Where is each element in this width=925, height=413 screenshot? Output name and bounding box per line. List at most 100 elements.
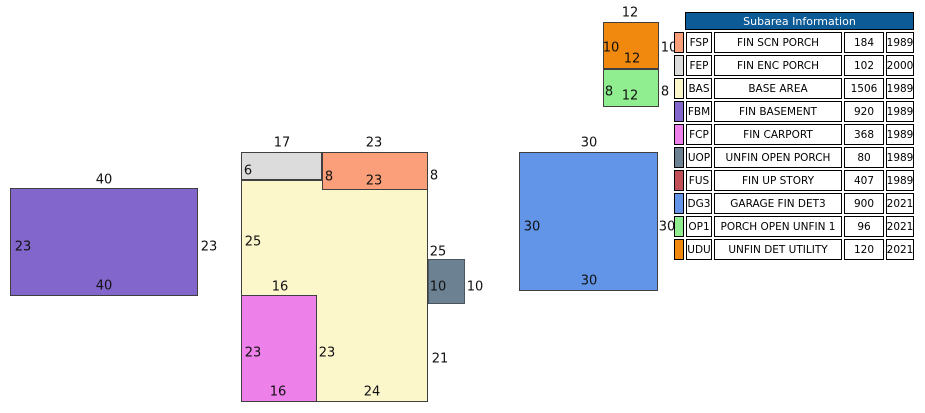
dim-label-udu-inside: 12: [623, 51, 641, 67]
sketch-area-fep[interactable]: [241, 152, 322, 180]
dim-label-fsp-left: 8: [324, 169, 334, 185]
dim-label-dg3-bottom: 30: [580, 273, 598, 289]
subarea-color-swatch: [674, 193, 684, 214]
subarea-description: GARAGE FIN DET3: [714, 193, 842, 214]
subarea-color-swatch: [674, 170, 684, 191]
dim-label-fcp-left: 23: [244, 345, 262, 361]
subarea-year-value: 2021: [886, 193, 914, 214]
sketch-area-op1[interactable]: [603, 69, 659, 107]
sketch-area-udu[interactable]: [603, 22, 659, 69]
subarea-year-value: 2021: [886, 216, 914, 237]
subarea-code: FSP: [686, 32, 712, 53]
subarea-description: FIN SCN PORCH: [714, 32, 842, 53]
dim-label-fsp-right: 8: [429, 168, 439, 184]
sketch-area-uop[interactable]: [428, 259, 465, 304]
subarea-code: DG3: [686, 193, 712, 214]
subarea-code: OP1: [686, 216, 712, 237]
dim-label-fep-inside: 6: [243, 163, 253, 179]
subarea-area-value: 96: [844, 216, 884, 237]
dim-label-udu-left: 10: [602, 40, 620, 56]
subarea-table: Subarea Information FSP FIN SCN PORCH 18…: [674, 12, 914, 262]
dim-label-fbm-left: 23: [14, 239, 32, 255]
subarea-year-value: 2021: [886, 239, 914, 260]
sketch-area-dg3[interactable]: [519, 152, 658, 291]
subarea-color-swatch: [674, 239, 684, 260]
subarea-table-title: Subarea Information: [685, 12, 914, 30]
subarea-area-value: 1506: [844, 78, 884, 99]
dim-label-bas-bottom: 24: [363, 384, 381, 400]
sketch-area-fsp[interactable]: [322, 152, 428, 190]
dim-label-op1-inside: 12: [621, 88, 639, 104]
subarea-row[interactable]: FUS FIN UP STORY 407 1989: [674, 170, 914, 191]
subarea-area-value: 80: [844, 147, 884, 168]
subarea-code: FBM: [686, 101, 712, 122]
subarea-row[interactable]: FCP FIN CARPORT 368 1989: [674, 124, 914, 145]
subarea-code: FCP: [686, 124, 712, 145]
subarea-area-value: 920: [844, 101, 884, 122]
subarea-year-value: 1989: [886, 32, 914, 53]
dim-label-op1-right: 8: [660, 84, 670, 100]
subarea-row[interactable]: OP1 PORCH OPEN UNFIN 1 96 2021: [674, 216, 914, 237]
subarea-row[interactable]: FBM FIN BASEMENT 920 1989: [674, 101, 914, 122]
subarea-description: FIN ENC PORCH: [714, 55, 842, 76]
subarea-code: FUS: [686, 170, 712, 191]
dim-label-dg3-right: 30: [658, 219, 676, 235]
subarea-area-value: 368: [844, 124, 884, 145]
subarea-description: UNFIN OPEN PORCH: [714, 147, 842, 168]
subarea-year-value: 1989: [886, 147, 914, 168]
subarea-row[interactable]: DG3 GARAGE FIN DET3 900 2021: [674, 193, 914, 214]
dim-label-fcp-right: 23: [318, 345, 336, 361]
subarea-area-value: 407: [844, 170, 884, 191]
subarea-table-rows: FSP FIN SCN PORCH 184 1989 FEP FIN ENC P…: [674, 32, 914, 260]
sketch-area-fcp[interactable]: [241, 295, 317, 402]
dim-label-fbm-top: 40: [95, 172, 113, 188]
subarea-year-value: 1989: [886, 124, 914, 145]
dim-label-fcp-bottom: 16: [269, 384, 287, 400]
subarea-color-swatch: [674, 101, 684, 122]
dim-label-dg3-top: 30: [580, 135, 598, 151]
dim-label-fep-top: 17: [273, 135, 291, 151]
subarea-row[interactable]: UDU UNFIN DET UTILITY 120 2021: [674, 239, 914, 260]
subarea-description: FIN CARPORT: [714, 124, 842, 145]
dim-label-uop-top: 25: [429, 244, 447, 260]
subarea-code: FEP: [686, 55, 712, 76]
dim-label-udu-right: 10: [660, 40, 678, 56]
subarea-code: UDU: [686, 239, 712, 260]
subarea-code: UOP: [686, 147, 712, 168]
subarea-description: UNFIN DET UTILITY: [714, 239, 842, 260]
subarea-color-swatch: [674, 147, 684, 168]
dim-label-uop-right: 10: [466, 279, 484, 295]
subarea-color-swatch: [674, 216, 684, 237]
subarea-color-swatch: [674, 78, 684, 99]
dim-label-fcp-top: 16: [271, 279, 289, 295]
subarea-area-value: 900: [844, 193, 884, 214]
dim-label-dg3-left: 30: [523, 219, 541, 235]
subarea-area-value: 102: [844, 55, 884, 76]
subarea-row[interactable]: UOP UNFIN OPEN PORCH 80 1989: [674, 147, 914, 168]
subarea-year-value: 1989: [886, 170, 914, 191]
subarea-description: FIN UP STORY: [714, 170, 842, 191]
subarea-description: PORCH OPEN UNFIN 1: [714, 216, 842, 237]
subarea-code: BAS: [686, 78, 712, 99]
subarea-year-value: 2000: [886, 55, 914, 76]
dim-label-udu-top: 12: [621, 5, 639, 21]
dim-label-fbm-bottom: 40: [95, 278, 113, 294]
subarea-color-swatch: [674, 55, 684, 76]
dim-label-fsp-top: 23: [365, 135, 383, 151]
subarea-description: FIN BASEMENT: [714, 101, 842, 122]
dim-label-fsp-inside: 23: [365, 173, 383, 189]
dim-label-op1-left: 8: [604, 84, 614, 100]
dim-label-uop-inside: 10: [429, 279, 447, 295]
dim-label-bas-right: 21: [431, 351, 449, 367]
subarea-year-value: 1989: [886, 101, 914, 122]
subarea-row[interactable]: FEP FIN ENC PORCH 102 2000: [674, 55, 914, 76]
sketch-area-fbm[interactable]: [10, 188, 198, 296]
dim-label-fbm-right: 23: [200, 239, 218, 255]
subarea-year-value: 1989: [886, 78, 914, 99]
subarea-row[interactable]: BAS BASE AREA 1506 1989: [674, 78, 914, 99]
dim-label-bas-left: 25: [244, 234, 262, 250]
subarea-row[interactable]: FSP FIN SCN PORCH 184 1989: [674, 32, 914, 53]
subarea-color-swatch: [674, 32, 684, 53]
subarea-color-swatch: [674, 124, 684, 145]
